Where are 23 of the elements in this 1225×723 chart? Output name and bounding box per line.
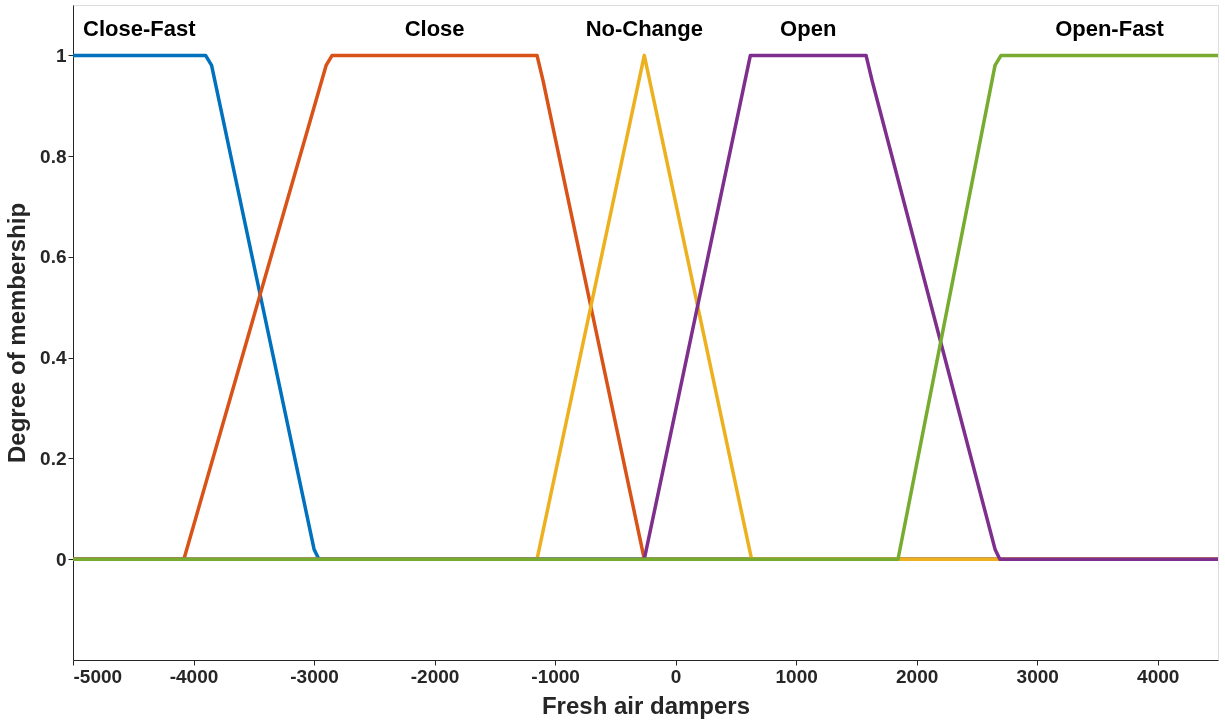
x-axis-title: Fresh air dampers [541, 691, 751, 719]
x-tick-label: 2000 [896, 665, 939, 687]
y-tick-label: 1 [55, 44, 67, 66]
x-tick-label: -1000 [531, 665, 580, 687]
series-label: Close [404, 16, 465, 42]
y-tick-label: 0.2 [40, 447, 67, 469]
series-label: Close-Fast [83, 16, 197, 42]
x-tick-label: -5000 [73, 665, 123, 687]
y-tick-label: 0 [55, 548, 67, 570]
y-tick-label: 0.6 [40, 246, 67, 268]
x-tick-label: 4000 [1137, 665, 1180, 687]
x-tick-label: -3000 [290, 665, 339, 687]
series-label: Open [780, 16, 837, 42]
x-tick-label: -4000 [169, 665, 219, 687]
series-label: No-Change [585, 16, 703, 42]
x-tick-label: 1000 [775, 665, 818, 687]
x-tick-label: -2000 [410, 665, 460, 687]
x-tick-label: 0 [670, 665, 682, 687]
series-label: Open-Fast [1055, 16, 1165, 42]
y-axis-title: Degree of membership [3, 202, 31, 464]
y-tick-label: 0.8 [40, 145, 67, 167]
x-tick-label: 3000 [1016, 665, 1059, 687]
y-tick-label: 0.4 [40, 347, 67, 369]
